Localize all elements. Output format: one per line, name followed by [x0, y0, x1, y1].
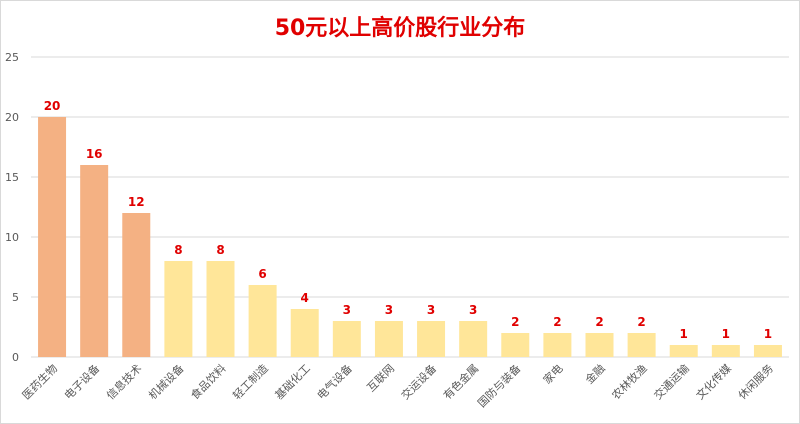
- bar: [585, 333, 614, 357]
- x-tick-label: 金融: [582, 361, 607, 386]
- bar: [164, 261, 193, 357]
- bar: [711, 345, 740, 357]
- bar: [332, 321, 361, 357]
- y-tick-label: 25: [5, 51, 19, 64]
- y-tick-label: 10: [5, 231, 19, 244]
- bar: [122, 213, 151, 357]
- x-tick-label: 食品饮料: [188, 361, 229, 402]
- bar: [753, 345, 782, 357]
- data-label: 6: [258, 267, 266, 281]
- gridlines: [31, 56, 789, 358]
- y-tick-label: 0: [12, 351, 19, 364]
- bar: [417, 321, 446, 357]
- y-axis-ticks: 0 5 10 15 20 25: [5, 51, 19, 364]
- x-tick-label: 医药生物: [19, 361, 60, 402]
- data-label: 8: [216, 243, 224, 257]
- x-tick-label: 交通运输: [651, 361, 692, 402]
- data-label: 2: [637, 315, 645, 329]
- data-label: 1: [764, 327, 772, 341]
- data-label: 4: [301, 291, 309, 305]
- bar: [290, 309, 319, 357]
- bars: [38, 117, 782, 357]
- x-tick-label: 交运设备: [398, 361, 439, 402]
- x-tick-label: 农林牧渔: [609, 361, 650, 402]
- bar: [543, 333, 572, 357]
- data-labels: 20 16 12 8 8 6 4 3 3 3 3 2 2 2 2 1 1 1: [44, 99, 772, 341]
- x-tick-label: 基础化工: [272, 361, 313, 402]
- bar: [80, 165, 109, 357]
- data-label: 2: [553, 315, 561, 329]
- bar: [206, 261, 235, 357]
- x-tick-label: 信息技术: [103, 361, 144, 402]
- x-tick-label: 文化传媒: [693, 361, 734, 402]
- x-tick-label: 机械设备: [145, 361, 186, 402]
- x-tick-label: 互联网: [365, 362, 398, 395]
- x-tick-label: 电子设备: [61, 361, 102, 402]
- bar: [38, 117, 67, 357]
- x-tick-label: 国防与装备: [475, 361, 524, 410]
- y-tick-label: 5: [12, 291, 19, 304]
- bar: [669, 345, 698, 357]
- bar: [627, 333, 656, 357]
- data-label: 20: [44, 99, 61, 113]
- data-label: 1: [722, 327, 730, 341]
- data-label: 3: [427, 303, 435, 317]
- x-tick-label: 家电: [540, 361, 565, 386]
- data-label: 12: [128, 195, 145, 209]
- data-label: 3: [469, 303, 477, 317]
- bar: [374, 321, 403, 357]
- x-tick-label: 电气设备: [314, 361, 355, 402]
- data-label: 16: [86, 147, 103, 161]
- bar: [248, 285, 277, 357]
- data-label: 3: [343, 303, 351, 317]
- data-label: 8: [174, 243, 182, 257]
- y-tick-label: 20: [5, 111, 19, 124]
- x-tick-label: 休闲服务: [735, 361, 776, 402]
- bar: [501, 333, 530, 357]
- data-label: 2: [595, 315, 603, 329]
- x-axis-ticks: 医药生物 电子设备 信息技术 机械设备 食品饮料 轻工制造 基础化工 电气设备 互联网 交运设备有…: [19, 361, 776, 410]
- data-label: 3: [385, 303, 393, 317]
- y-tick-label: 15: [5, 171, 19, 184]
- chart-title: 50元以上高价股行业分布: [274, 16, 526, 41]
- bar: [459, 321, 488, 357]
- data-label: 1: [680, 327, 688, 341]
- data-label: 2: [511, 315, 519, 329]
- x-tick-label: 有色金属: [440, 361, 481, 402]
- x-tick-label: 轻工制造: [230, 361, 271, 402]
